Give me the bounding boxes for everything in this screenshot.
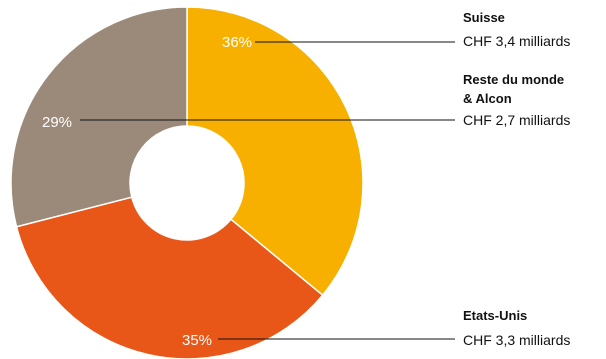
slice-value-label: CHF 3,3 milliards — [463, 332, 570, 348]
slice-percent-label: 29% — [42, 114, 72, 131]
slice-value-label: CHF 3,4 milliards — [463, 33, 570, 49]
slice-name-label: & Alcon — [463, 91, 512, 106]
donut-slice — [15, 196, 324, 359]
donut-slices — [10, 6, 364, 359]
slice-name-label: Reste du monde — [463, 72, 564, 87]
slice-labels: Suisse CHF 3,4 milliards Etats-Unis CHF 3,3… — [463, 10, 570, 348]
donut-slice — [10, 6, 188, 228]
slice-name-label: Etats-Unis — [463, 308, 527, 323]
slice-value-label: CHF 2,7 milliards — [463, 112, 570, 128]
slice-percent-label: 35% — [182, 332, 212, 349]
leader-lines — [80, 41, 455, 340]
slice-percent-label: 36% — [222, 34, 252, 51]
percent-labels: 36% 35% 29% — [42, 34, 252, 349]
donut-slice — [186, 6, 364, 297]
slice-name-label: Suisse — [463, 10, 505, 25]
